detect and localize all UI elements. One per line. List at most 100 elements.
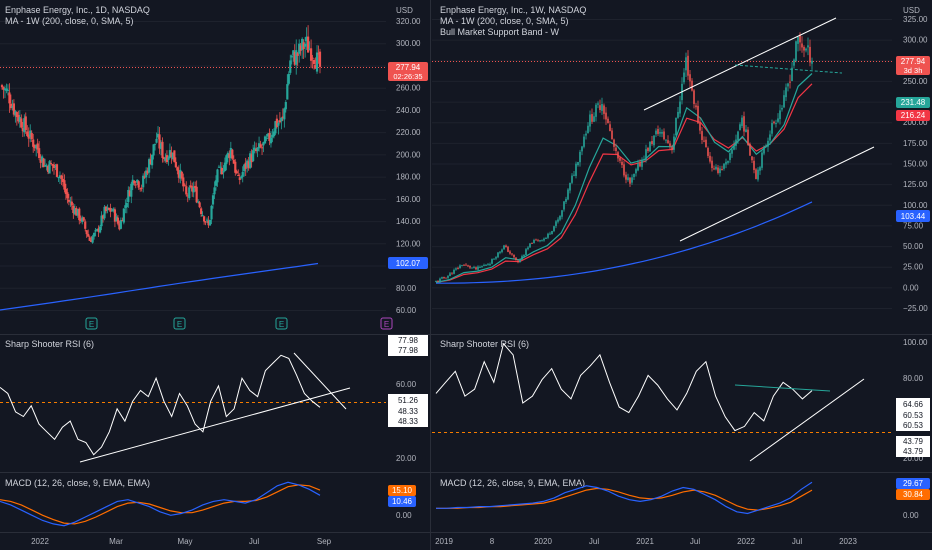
candle-body — [211, 195, 215, 205]
earnings-marker[interactable]: E — [173, 317, 186, 330]
candle-body — [30, 132, 33, 140]
left-macd-value: 10.46 — [392, 497, 413, 506]
candle-body — [269, 137, 273, 144]
candle-body — [216, 169, 219, 183]
earnings-marker[interactable]: E — [275, 317, 288, 330]
left-rsi-tick: 20.00 — [396, 454, 417, 463]
right-rsi-title: Sharp Shooter RSI (6) — [440, 339, 529, 349]
candle-body — [543, 238, 545, 241]
right-rsi-trendline[interactable] — [749, 378, 865, 462]
candle-body — [789, 81, 791, 83]
candle-body — [549, 233, 551, 235]
left-rsi-trendline[interactable] — [79, 387, 351, 463]
candle-body — [289, 60, 292, 73]
candle-body — [693, 90, 695, 104]
candle-body — [793, 59, 795, 66]
candle-body — [553, 226, 555, 232]
candle-body — [601, 104, 603, 111]
candle-body — [687, 55, 689, 76]
candle-body — [302, 42, 305, 49]
candle-body — [15, 112, 18, 118]
y-tick-label: 125.00 — [903, 180, 928, 189]
candle-body — [168, 150, 172, 158]
candle-body — [127, 189, 130, 203]
candle-body — [133, 180, 136, 184]
candle-body — [24, 116, 27, 131]
candle-body — [565, 198, 567, 202]
candle-body — [491, 259, 493, 264]
candle-body — [249, 153, 252, 168]
y-tick-label: 120.00 — [396, 239, 421, 248]
right-channel-upper[interactable] — [643, 17, 837, 111]
candle-body — [653, 135, 655, 146]
y-tick-label: 25.00 — [903, 263, 924, 272]
left-currency-label: USD — [396, 6, 413, 15]
candle-body — [441, 277, 443, 279]
right-neckline[interactable] — [734, 64, 843, 74]
candle-body — [219, 166, 222, 168]
right-rsi-value: 43.79 — [903, 437, 924, 446]
candle-body — [290, 55, 293, 58]
candle-body — [88, 237, 91, 241]
candle-body — [775, 123, 777, 125]
candle-body — [272, 131, 276, 137]
candle-body — [100, 215, 103, 227]
left-rsi-trendline-down[interactable] — [293, 352, 347, 410]
candle-body — [90, 240, 93, 243]
candle-body — [509, 251, 511, 254]
candle-body — [657, 129, 659, 134]
candle-body — [277, 122, 280, 126]
earnings-marker-next[interactable]: E — [380, 317, 393, 330]
candle-body — [591, 114, 593, 122]
candle-body — [11, 106, 14, 108]
candle-body — [791, 67, 793, 82]
candle-body — [505, 245, 507, 248]
candle-body — [615, 147, 617, 152]
candle-body — [49, 163, 53, 165]
right-band-badge-ema: 231.48 — [896, 97, 930, 108]
candle-body — [739, 124, 741, 131]
right-last-price: 277.94 — [901, 57, 926, 66]
candle-body — [107, 207, 111, 210]
candle-body — [479, 266, 481, 268]
candle-body — [763, 146, 765, 154]
left-rsi-value: 48.33 — [398, 407, 419, 416]
y-tick-label: 240.00 — [396, 106, 421, 115]
candle-body — [72, 205, 75, 214]
right-chart-title: Enphase Energy, Inc., 1W, NASDAQ — [440, 5, 586, 15]
right-rsi-resistance[interactable] — [734, 384, 831, 392]
candle-body — [87, 233, 90, 237]
earnings-marker-label: E — [177, 320, 182, 329]
left-macd-value: 15.10 — [392, 486, 413, 495]
candle-body — [761, 152, 763, 168]
candle-body — [176, 167, 179, 171]
candle-body — [723, 163, 725, 169]
right-band-badge-sma: 216.24 — [896, 110, 930, 121]
earnings-marker[interactable]: E — [85, 317, 98, 330]
candle-body — [17, 114, 20, 122]
candle-body — [5, 88, 8, 91]
candle-body — [3, 88, 7, 91]
candle-body — [531, 242, 533, 244]
candle-body — [66, 192, 69, 199]
candle-body — [585, 133, 587, 136]
candle-body — [473, 266, 475, 268]
candle-body — [122, 208, 125, 223]
candle-body — [765, 145, 767, 147]
right-channel-lower[interactable] — [679, 146, 875, 242]
candle-body — [511, 253, 513, 255]
candle-body — [64, 188, 67, 194]
candle-body — [447, 275, 449, 278]
candle-body — [312, 59, 316, 65]
y-tick-label: 75.00 — [903, 221, 924, 230]
candle-body — [595, 104, 597, 117]
candle-body — [465, 264, 467, 266]
y-tick-label: 80.00 — [396, 284, 417, 293]
candle-body — [283, 108, 286, 120]
candle-body — [234, 161, 237, 173]
candle-body — [148, 159, 151, 173]
candle-body — [659, 132, 661, 134]
candle-body — [113, 209, 117, 222]
candle-body — [515, 257, 517, 261]
candle-body — [139, 188, 142, 190]
